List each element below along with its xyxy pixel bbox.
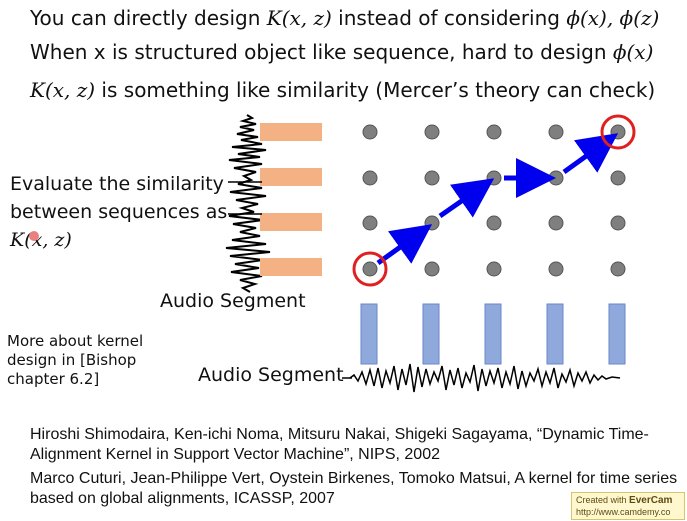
- grid-dot: [610, 261, 626, 277]
- grid-dots: [362, 124, 626, 277]
- slide-line-2: When x is structured object like sequenc…: [30, 40, 653, 64]
- reference-2: Marco Cuturi, Jean-Philippe Vert, Oystei…: [30, 470, 678, 507]
- evaluate-math-k: K(x, z): [10, 229, 72, 251]
- grid-dot: [486, 124, 502, 140]
- grid-dot: [424, 261, 440, 277]
- horizontal-waveform: [349, 363, 621, 393]
- grid-dot: [362, 170, 378, 186]
- evaluate-similarity-text: Evaluate the similarity between sequence…: [10, 170, 230, 254]
- audio-segment-label-left: Audio Segment: [160, 290, 306, 312]
- watermark-brand: EverCam: [629, 495, 673, 506]
- line2-text: When x is structured object like sequenc…: [30, 40, 613, 64]
- blue-segment-5: [608, 303, 626, 365]
- grid-dot: [548, 261, 564, 277]
- line3-math-k: K(x, z): [30, 78, 96, 102]
- grid-dot: [610, 215, 626, 231]
- grid-dot: [424, 215, 440, 231]
- start-circle: [352, 251, 388, 287]
- grid-dot: [486, 170, 502, 186]
- audio-segment-label-bottom: Audio Segment: [198, 364, 344, 386]
- watermark-url: http://www.camdemy.co: [576, 507, 671, 517]
- end-circle: [600, 114, 636, 150]
- grid-dot: [486, 215, 502, 231]
- alignment-path: [376, 133, 619, 266]
- line3-text: is something like similarity (Mercer’s t…: [95, 78, 656, 102]
- slide-line-1: You can directly design K(x, z) instead …: [30, 6, 659, 30]
- watermark-prefix: Created with: [576, 495, 630, 505]
- line1-math-k: K(x, z): [266, 6, 332, 30]
- grid-dot: [610, 124, 626, 140]
- more-about-kernel-text: More about kernel design in [Bishop chap…: [7, 332, 144, 388]
- grid-dot: [548, 215, 564, 231]
- orange-segment-2: [260, 168, 322, 186]
- line1-math-phi: ϕ(x), ϕ(z): [566, 6, 660, 30]
- grid-dot: [548, 170, 564, 186]
- orange-segment-3: [260, 213, 322, 231]
- blue-segment-3: [484, 303, 502, 365]
- path-arrow-2: [438, 178, 495, 219]
- evaluate-text: Evaluate the similarity between sequence…: [10, 173, 228, 223]
- blue-segment-1: [360, 303, 378, 365]
- pointer-dot: [29, 231, 39, 241]
- grid-dot: [362, 261, 378, 277]
- path-arrow-4: [562, 133, 619, 175]
- line1-text-b: instead of considering: [331, 6, 567, 30]
- grid-dot: [610, 170, 626, 186]
- reference-1: Hiroshi Shimodaira, Ken-ichi Noma, Mitsu…: [30, 426, 649, 463]
- grid-dot: [362, 124, 378, 140]
- blue-segment-2: [422, 303, 440, 365]
- path-arrow-1: [376, 224, 433, 266]
- blue-segment-4: [546, 303, 564, 365]
- grid-dot: [486, 261, 502, 277]
- grid-dot: [424, 124, 440, 140]
- slide-line-3: K(x, z) is something like similarity (Me…: [30, 78, 655, 102]
- grid-dot: [424, 170, 440, 186]
- line2-math-phi: ϕ(x): [612, 40, 654, 64]
- vertical-waveform: [225, 114, 271, 293]
- grid-dot: [362, 215, 378, 231]
- evercam-watermark: Created with EverCam http://www.camdemy.…: [571, 492, 685, 520]
- orange-segment-1: [260, 123, 322, 141]
- grid-dot: [548, 124, 564, 140]
- line1-text-a: You can directly design: [30, 6, 267, 30]
- watermark-line-1: Created with EverCam: [576, 495, 672, 506]
- orange-segment-4: [260, 258, 322, 276]
